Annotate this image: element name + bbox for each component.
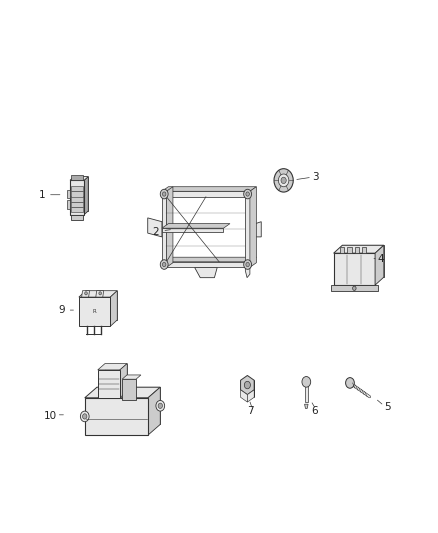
- Polygon shape: [245, 267, 250, 278]
- Circle shape: [346, 377, 354, 388]
- Polygon shape: [343, 245, 384, 277]
- Circle shape: [160, 260, 168, 269]
- Polygon shape: [304, 382, 308, 402]
- Polygon shape: [110, 290, 117, 326]
- Polygon shape: [247, 390, 254, 402]
- Polygon shape: [240, 390, 247, 402]
- Polygon shape: [122, 379, 136, 400]
- Polygon shape: [162, 257, 256, 262]
- Polygon shape: [71, 191, 83, 197]
- Text: 1: 1: [39, 190, 46, 200]
- Polygon shape: [162, 262, 250, 267]
- Text: 9: 9: [59, 305, 65, 315]
- Polygon shape: [166, 187, 173, 267]
- Polygon shape: [334, 245, 384, 253]
- Circle shape: [244, 381, 251, 389]
- Circle shape: [82, 414, 87, 419]
- Polygon shape: [71, 215, 83, 220]
- Polygon shape: [162, 224, 230, 228]
- Circle shape: [158, 403, 162, 408]
- Polygon shape: [71, 201, 83, 207]
- Polygon shape: [148, 387, 160, 435]
- Circle shape: [246, 192, 249, 196]
- Polygon shape: [122, 375, 141, 379]
- Circle shape: [274, 168, 293, 192]
- Circle shape: [244, 260, 251, 269]
- Circle shape: [156, 400, 165, 411]
- Polygon shape: [98, 364, 127, 370]
- Polygon shape: [162, 191, 250, 197]
- Circle shape: [162, 262, 166, 266]
- Polygon shape: [71, 175, 83, 180]
- Polygon shape: [70, 180, 84, 215]
- Polygon shape: [250, 222, 261, 237]
- Polygon shape: [162, 228, 223, 232]
- Circle shape: [246, 262, 249, 266]
- Text: 10: 10: [43, 411, 57, 422]
- Polygon shape: [96, 290, 104, 297]
- Circle shape: [353, 286, 356, 290]
- Polygon shape: [334, 253, 375, 285]
- Polygon shape: [245, 191, 250, 267]
- Polygon shape: [86, 290, 117, 320]
- Polygon shape: [74, 176, 88, 211]
- Polygon shape: [120, 364, 127, 398]
- Polygon shape: [79, 297, 110, 326]
- Text: 3: 3: [312, 172, 318, 182]
- Text: 7: 7: [247, 406, 254, 416]
- Polygon shape: [105, 364, 127, 391]
- Polygon shape: [71, 186, 83, 191]
- Polygon shape: [67, 200, 70, 208]
- Polygon shape: [304, 404, 308, 408]
- Polygon shape: [347, 247, 352, 253]
- Polygon shape: [67, 190, 70, 198]
- Polygon shape: [79, 290, 117, 297]
- Polygon shape: [355, 247, 359, 253]
- Circle shape: [302, 376, 311, 387]
- Circle shape: [244, 189, 251, 199]
- Polygon shape: [81, 290, 89, 297]
- Polygon shape: [97, 387, 160, 424]
- Polygon shape: [71, 197, 83, 202]
- Circle shape: [279, 174, 289, 187]
- Polygon shape: [148, 218, 162, 237]
- Polygon shape: [331, 285, 378, 292]
- Polygon shape: [162, 187, 256, 191]
- Polygon shape: [375, 245, 384, 285]
- Polygon shape: [340, 247, 344, 253]
- Circle shape: [281, 177, 286, 183]
- Polygon shape: [85, 398, 148, 435]
- Circle shape: [81, 411, 89, 422]
- Polygon shape: [70, 176, 88, 180]
- Circle shape: [99, 292, 102, 295]
- Polygon shape: [362, 247, 367, 253]
- Polygon shape: [71, 207, 83, 212]
- Polygon shape: [162, 191, 166, 267]
- Polygon shape: [240, 375, 254, 394]
- Text: 5: 5: [384, 402, 390, 413]
- Circle shape: [162, 192, 166, 196]
- Circle shape: [160, 189, 168, 199]
- Text: 2: 2: [152, 227, 159, 237]
- Polygon shape: [250, 187, 256, 267]
- Text: 6: 6: [311, 406, 318, 416]
- Text: R: R: [93, 309, 96, 314]
- Polygon shape: [85, 387, 160, 398]
- Circle shape: [85, 292, 87, 295]
- Polygon shape: [84, 176, 88, 215]
- Text: 4: 4: [377, 254, 384, 263]
- Polygon shape: [98, 370, 120, 398]
- Polygon shape: [194, 267, 217, 278]
